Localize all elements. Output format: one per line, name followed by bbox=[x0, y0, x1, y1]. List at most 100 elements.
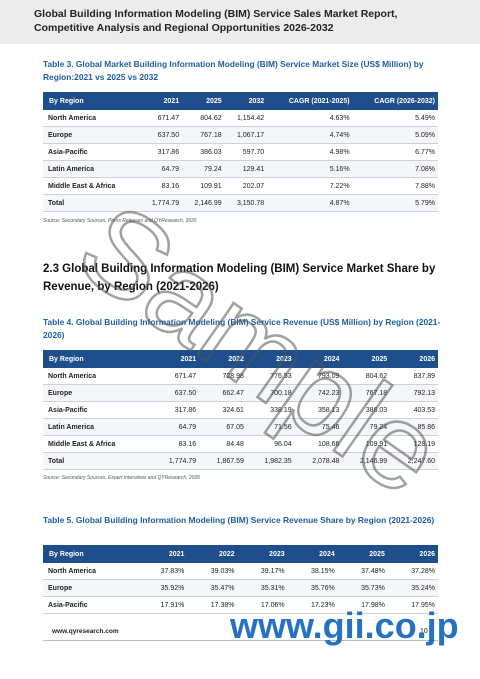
footer-url: www.qyresearch.com bbox=[52, 628, 119, 635]
value-cell: 386.03 bbox=[182, 143, 225, 161]
value-cell: 637.50 bbox=[151, 384, 200, 402]
column-header: By Region bbox=[43, 92, 140, 110]
value-cell: 2,247.60 bbox=[390, 452, 438, 470]
value-cell: 317.86 bbox=[139, 143, 183, 161]
value-cell: 71.56 bbox=[246, 418, 295, 436]
table-row: North America 37.83% 39.03% 39.17% 38.15% 37.… bbox=[43, 563, 438, 580]
region-cell: North America bbox=[43, 110, 140, 127]
value-cell: 324.61 bbox=[199, 401, 247, 419]
value-cell: 5.49% bbox=[352, 110, 438, 127]
value-cell: 2,146.99 bbox=[342, 452, 391, 470]
table-row: Middle East & Africa 83.16 109.91 202.07 7.2… bbox=[43, 177, 438, 195]
value-cell: 108.66 bbox=[294, 435, 343, 453]
column-header: 2023 bbox=[237, 545, 288, 563]
region-cell: Middle East & Africa bbox=[43, 435, 152, 453]
table-row: Total 1,774.79 1,867.59 1,982.35 2,078.48 2,1… bbox=[43, 452, 438, 470]
page-number: 10 bbox=[420, 628, 428, 635]
value-cell: 35.92% bbox=[137, 579, 188, 597]
table-row: North America 671.47 728.98 776.53 793.09 804… bbox=[43, 368, 438, 385]
value-cell: 1,067.17 bbox=[224, 126, 268, 144]
table-header-row: By Region 2021 2022 2023 2024 2025 2026 bbox=[43, 545, 438, 563]
table-row: Total 1,774.79 2,146.99 3,150.78 4.87% 5.79% bbox=[43, 194, 438, 212]
value-cell: 317.86 bbox=[151, 401, 200, 419]
value-cell: 129.41 bbox=[224, 160, 268, 178]
table4-caption: Table 4. Global Building Information Mod… bbox=[43, 317, 441, 340]
value-cell: 1,867.59 bbox=[199, 452, 247, 470]
value-cell: 35.73% bbox=[337, 579, 388, 597]
value-cell: 75.46 bbox=[294, 418, 343, 436]
value-cell: 1,774.79 bbox=[151, 452, 200, 470]
value-cell: 17.06% bbox=[237, 596, 288, 614]
column-header: CAGR (2021-2025) bbox=[267, 92, 353, 110]
table-header-row: By Region 2021 2025 2032 CAGR (2021-2025) CAG… bbox=[43, 92, 438, 110]
value-cell: 776.53 bbox=[246, 368, 295, 385]
region-cell: Total bbox=[43, 452, 152, 470]
table-row: North America 671.47 804.62 1,154.42 4.63% 5.… bbox=[43, 110, 438, 127]
region-cell: Middle East & Africa bbox=[43, 177, 140, 195]
value-cell: 5.09% bbox=[352, 126, 438, 144]
region-cell: Asia-Pacific bbox=[43, 596, 138, 614]
value-cell: 637.50 bbox=[139, 126, 183, 144]
value-cell: 671.47 bbox=[151, 368, 200, 385]
region-cell: Total bbox=[43, 194, 140, 212]
value-cell: 338.19 bbox=[246, 401, 295, 419]
value-cell: 6.77% bbox=[352, 143, 438, 161]
column-header: 2023 bbox=[246, 350, 295, 368]
section-heading: 2.3 Global Building Information Modeling… bbox=[43, 263, 436, 293]
value-cell: 792.13 bbox=[390, 384, 438, 402]
column-header: 2025 bbox=[337, 545, 388, 563]
value-cell: 83.16 bbox=[139, 177, 183, 195]
value-cell: 837.89 bbox=[390, 368, 438, 385]
value-cell: 128.19 bbox=[390, 435, 438, 453]
table-row: Europe 637.50 662.47 700.18 742.23 767.18 792.… bbox=[43, 384, 438, 402]
value-cell: 17.98% bbox=[337, 596, 388, 614]
column-header: 2024 bbox=[287, 545, 338, 563]
table-row: Asia-Pacific 17.91% 17.38% 17.06% 17.23% 17.9… bbox=[43, 596, 438, 614]
table5-caption: Table 5. Global Building Information Mod… bbox=[43, 515, 435, 525]
table-row: Latin America 64.79 67.05 71.56 75.46 79.24 85… bbox=[43, 418, 438, 436]
region-cell: North America bbox=[43, 368, 152, 385]
column-header: 2021 bbox=[139, 92, 183, 110]
value-cell: 742.23 bbox=[294, 384, 343, 402]
value-cell: 85.86 bbox=[390, 418, 438, 436]
value-cell: 17.91% bbox=[137, 596, 188, 614]
value-cell: 7.08% bbox=[352, 160, 438, 178]
value-cell: 2,078.48 bbox=[294, 452, 343, 470]
table-row: Middle East & Africa 83.16 84.48 96.04 108.6… bbox=[43, 435, 438, 453]
value-cell: 64.79 bbox=[151, 418, 200, 436]
value-cell: 64.79 bbox=[139, 160, 183, 178]
value-cell: 5.16% bbox=[267, 160, 353, 178]
value-cell: 79.24 bbox=[342, 418, 391, 436]
value-cell: 386.03 bbox=[342, 401, 391, 419]
value-cell: 109.91 bbox=[182, 177, 225, 195]
footer-divider bbox=[43, 640, 438, 641]
value-cell: 804.62 bbox=[182, 110, 225, 127]
value-cell: 7.88% bbox=[352, 177, 438, 195]
value-cell: 35.24% bbox=[387, 579, 438, 597]
value-cell: 728.98 bbox=[199, 368, 247, 385]
value-cell: 2,146.99 bbox=[182, 194, 225, 212]
table4-source: Source: Secondary Sources, Expert Interv… bbox=[43, 475, 201, 481]
column-header: 2021 bbox=[151, 350, 200, 368]
table-header-row: By Region 2021 2022 2023 2024 2025 2026 bbox=[43, 350, 438, 368]
value-cell: 35.31% bbox=[237, 579, 288, 597]
table-row: Asia-Pacific 317.86 386.03 597.70 4.98% 6.77% bbox=[43, 143, 438, 161]
value-cell: 4.98% bbox=[267, 143, 353, 161]
value-cell: 700.18 bbox=[246, 384, 295, 402]
table-row: Latin America 64.79 79.24 129.41 5.16% 7.08% bbox=[43, 160, 438, 178]
value-cell: 804.62 bbox=[342, 368, 391, 385]
gii-watermark: www.gii.co.jp bbox=[230, 605, 459, 646]
region-cell: Latin America bbox=[43, 418, 152, 436]
value-cell: 37.83% bbox=[137, 563, 188, 580]
value-cell: 17.23% bbox=[287, 596, 338, 614]
value-cell: 17.95% bbox=[387, 596, 438, 614]
table3-caption: Table 3. Global Market Building Informat… bbox=[43, 59, 424, 82]
report-header: Global Building Information Modeling (BI… bbox=[0, 0, 480, 44]
region-cell: North America bbox=[43, 563, 138, 580]
value-cell: 96.04 bbox=[246, 435, 295, 453]
column-header: 2026 bbox=[387, 545, 438, 563]
value-cell: 17.38% bbox=[187, 596, 238, 614]
value-cell: 1,982.35 bbox=[246, 452, 295, 470]
value-cell: 38.15% bbox=[287, 563, 338, 580]
value-cell: 5.79% bbox=[352, 194, 438, 212]
